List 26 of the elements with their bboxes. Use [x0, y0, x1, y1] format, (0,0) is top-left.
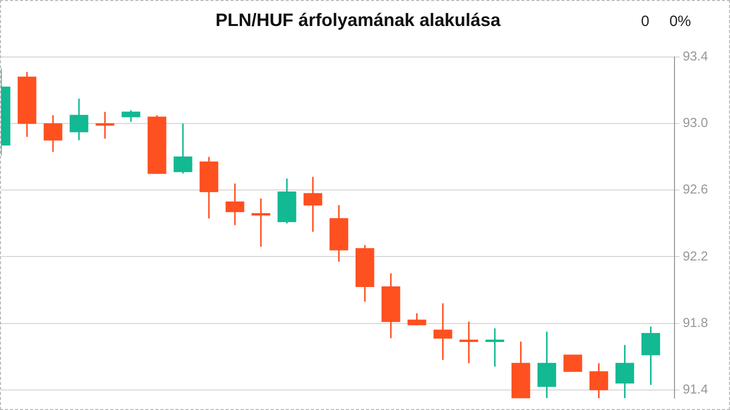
candlestick [460, 320, 478, 364]
text: 0% [669, 13, 691, 30]
candlestick [434, 302, 452, 361]
candlestick [70, 98, 88, 141]
candlestick [96, 111, 114, 140]
y-tick-label: 92.2 [682, 248, 708, 264]
candlestick [44, 114, 62, 153]
candlestick [408, 312, 426, 326]
candlestick [537, 330, 556, 398]
candlestick [486, 328, 504, 368]
candlestick [641, 326, 660, 386]
y-tick-label: 92.6 [682, 182, 708, 197]
candlestick [174, 122, 192, 174]
candlestick [615, 344, 634, 398]
candlestick [304, 176, 322, 233]
y-tick-label: 91.4 [682, 381, 708, 396]
candlestick [122, 110, 140, 123]
y-tick-label: 93.4 [682, 48, 708, 64]
candlestick [563, 354, 582, 372]
candlestick [252, 198, 270, 248]
y-tick-label: 93.0 [682, 115, 708, 130]
candlestick [589, 362, 608, 398]
candlestick [226, 182, 244, 226]
text: 0 [640, 13, 650, 30]
y-tick-label: 91.8 [682, 314, 708, 330]
chart-title: PLN/HUF árfolyamának alakulása [215, 10, 501, 30]
